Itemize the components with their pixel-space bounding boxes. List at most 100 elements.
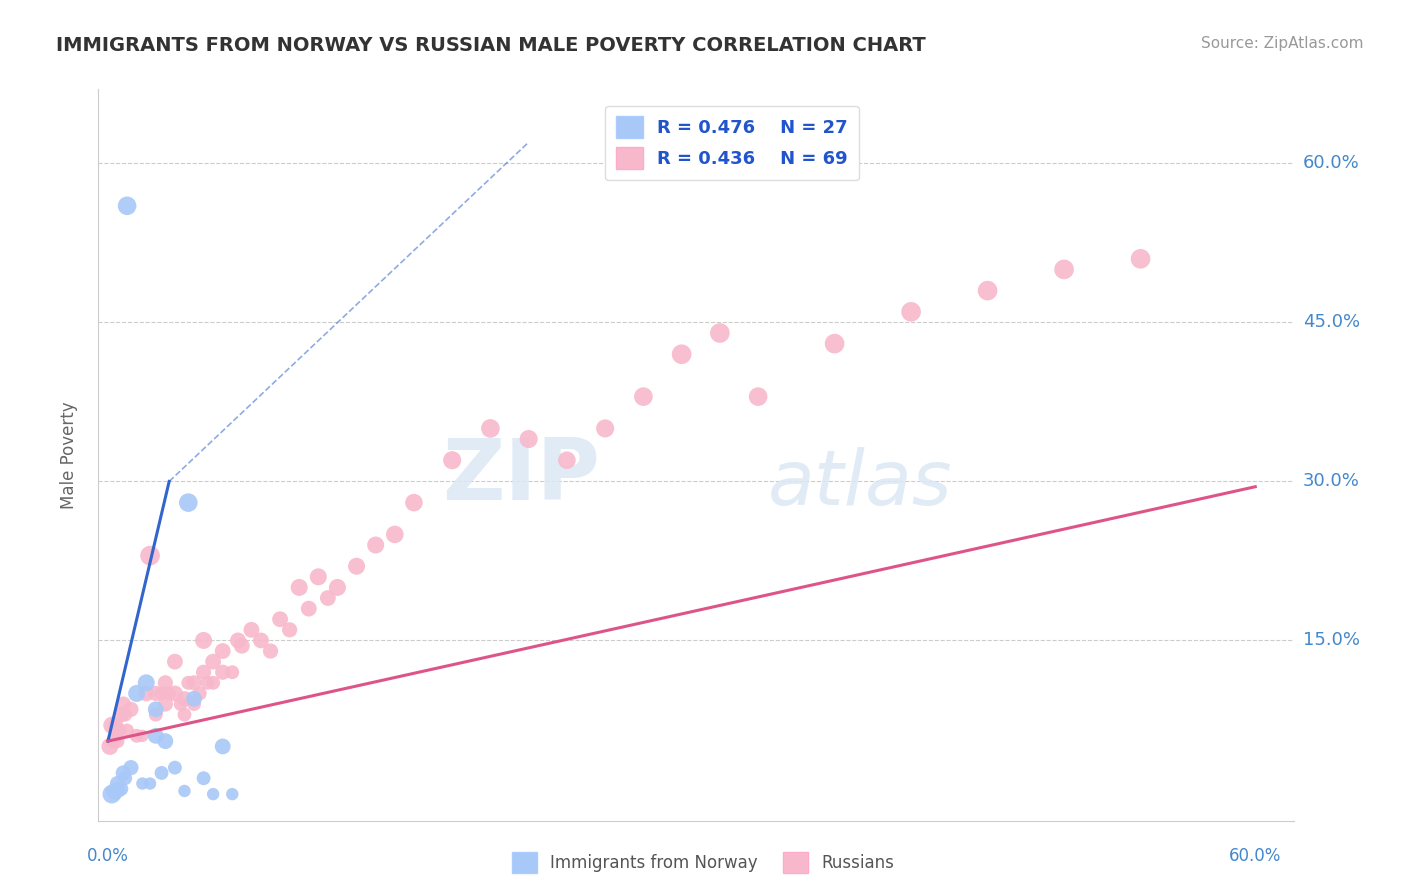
Point (139, 776, 162, 790)
Point (288, 581, 311, 595)
Point (307, 570, 329, 584)
Point (364, 538, 387, 552)
Point (108, 784, 131, 798)
Point (188, 686, 211, 700)
Text: IMMIGRANTS FROM NORWAY VS RUSSIAN MALE POVERTY CORRELATION CHART: IMMIGRANTS FROM NORWAY VS RUSSIAN MALE P… (56, 36, 927, 54)
Point (202, 655, 225, 669)
Point (163, 761, 186, 775)
Point (155, 697, 177, 711)
Point (155, 734, 177, 748)
Text: 15.0%: 15.0% (1303, 632, 1360, 649)
Point (110, 707, 132, 722)
Point (112, 697, 135, 711)
Text: Male Poverty: Male Poverty (59, 401, 77, 508)
Point (150, 686, 173, 700)
Point (150, 766, 173, 780)
Text: Source: ZipAtlas.com: Source: ZipAtlas.com (1201, 36, 1364, 51)
Point (173, 707, 195, 722)
Point (346, 559, 368, 574)
Point (125, 729, 148, 743)
Point (101, 718, 124, 732)
Point (633, 390, 655, 404)
Point (103, 734, 125, 748)
Point (555, 453, 578, 467)
Point (114, 707, 136, 722)
Point (135, 676, 157, 690)
Point (479, 421, 502, 435)
Point (226, 633, 249, 648)
Point (183, 697, 205, 711)
Point (221, 665, 243, 680)
Point (155, 676, 177, 690)
Text: 30.0%: 30.0% (1303, 473, 1360, 491)
Point (183, 691, 205, 706)
Point (221, 787, 243, 801)
Text: 0.0%: 0.0% (87, 847, 129, 865)
Point (193, 633, 215, 648)
Legend: R = 0.476    N = 27, R = 0.436    N = 69: R = 0.476 N = 27, R = 0.436 N = 69 (605, 105, 859, 180)
Point (173, 784, 195, 798)
Point (108, 723, 131, 738)
Legend: Immigrants from Norway, Russians: Immigrants from Norway, Russians (505, 846, 901, 880)
Point (145, 686, 167, 700)
Point (298, 601, 321, 615)
Point (231, 639, 253, 653)
Point (131, 776, 153, 790)
Point (107, 776, 129, 790)
Point (98, 739, 121, 754)
Point (326, 581, 349, 595)
Point (157, 686, 180, 700)
Point (900, 305, 922, 319)
Point (112, 766, 135, 780)
Point (824, 336, 846, 351)
Text: 60.0%: 60.0% (1303, 154, 1360, 172)
Point (250, 633, 273, 648)
Point (211, 644, 233, 658)
Point (110, 781, 132, 796)
Point (145, 707, 167, 722)
Point (177, 495, 200, 509)
Point (517, 432, 540, 446)
Point (120, 761, 142, 775)
Point (107, 781, 129, 796)
Point (104, 786, 127, 800)
Point (177, 676, 200, 690)
Point (1129, 252, 1152, 266)
Text: 60.0%: 60.0% (1229, 847, 1281, 865)
Point (125, 686, 148, 700)
Text: atlas: atlas (768, 447, 952, 521)
Point (193, 665, 215, 680)
Point (107, 723, 129, 738)
Point (384, 527, 406, 541)
Point (163, 686, 186, 700)
Point (202, 676, 225, 690)
Point (139, 549, 162, 563)
Point (259, 644, 281, 658)
Point (278, 623, 301, 637)
Point (197, 676, 219, 690)
Point (1053, 262, 1076, 277)
Point (145, 702, 167, 716)
Point (173, 691, 195, 706)
Point (120, 702, 142, 716)
Point (107, 734, 129, 748)
Point (269, 612, 291, 626)
Point (104, 718, 127, 732)
Point (671, 347, 693, 361)
Point (114, 771, 136, 785)
Point (441, 453, 464, 467)
Point (101, 787, 124, 801)
Text: ZIP: ZIP (443, 435, 600, 518)
Point (193, 771, 215, 785)
Point (402, 495, 425, 509)
Point (115, 199, 138, 213)
Point (747, 390, 769, 404)
Point (211, 739, 233, 754)
Point (709, 326, 731, 340)
Point (240, 623, 263, 637)
Point (183, 676, 205, 690)
Point (131, 729, 153, 743)
Point (103, 784, 125, 798)
Point (115, 723, 138, 738)
Point (169, 697, 191, 711)
